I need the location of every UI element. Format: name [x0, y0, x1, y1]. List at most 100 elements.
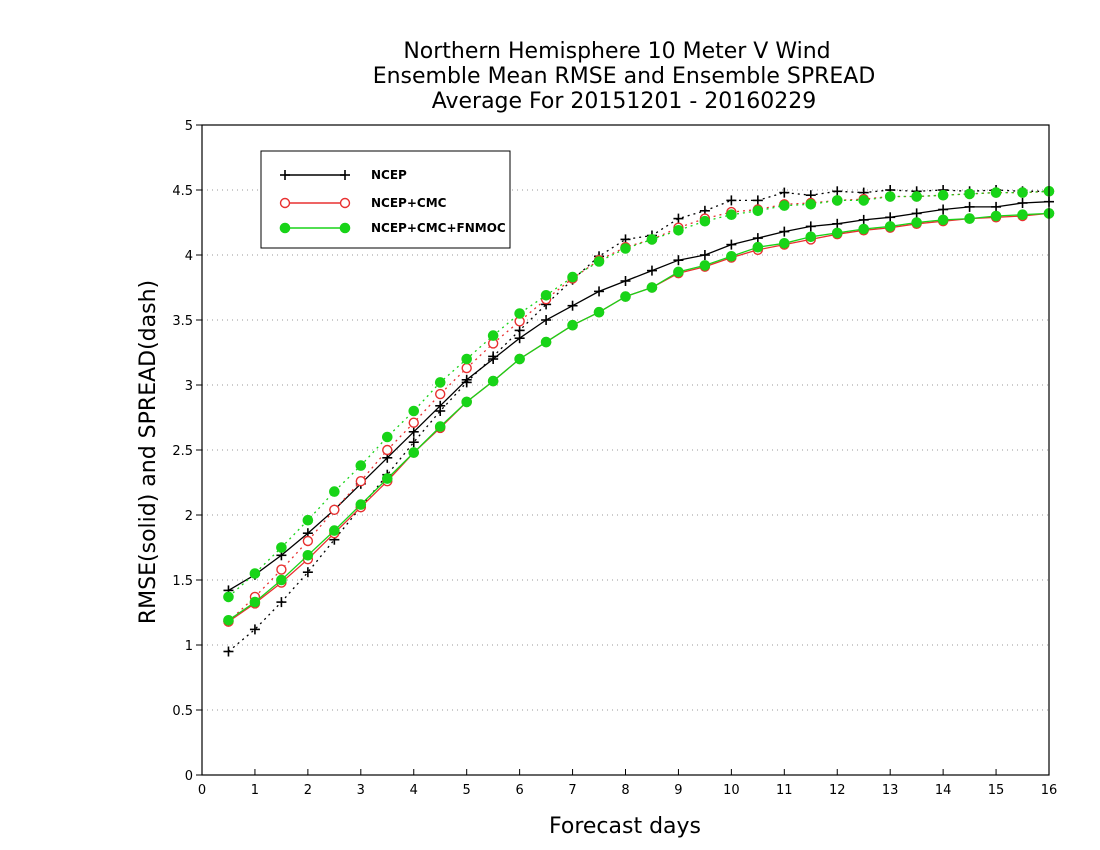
- series-ncep-cmc-fnmoc-rmse-point: [990, 210, 1002, 222]
- series-ncep-cmc-fnmoc-rmse-point: [540, 336, 552, 348]
- y-tick-label: 3.5: [172, 314, 193, 329]
- y-tick-label: 0: [185, 769, 193, 784]
- series-ncep-spread-point: [249, 624, 260, 635]
- series-ncep-rmse-point: [938, 204, 949, 215]
- series-ncep-rmse-point: [1017, 198, 1028, 208]
- series-ncep-cmc-fnmoc-spread-point: [752, 205, 764, 217]
- y-tick-label: 2.5: [172, 444, 193, 459]
- series-ncep-rmse-point: [514, 333, 525, 344]
- series-ncep-cmc-fnmoc-rmse-point: [408, 447, 420, 458]
- x-tick-label: 14: [935, 783, 952, 798]
- series-ncep-cmc-fnmoc-spread-point: [779, 200, 790, 211]
- series-ncep-spread-point: [779, 187, 790, 198]
- series-ncep-rmse-point: [541, 315, 552, 325]
- title-line-2: Ensemble Mean RMSE and Ensemble SPREAD: [373, 64, 876, 89]
- series-ncep-rmse-point: [594, 286, 605, 297]
- series-ncep-rmse-line: [228, 201, 1050, 591]
- series-ncep-cmc-fnmoc-spread-point: [593, 256, 605, 267]
- y-tick-label: 5: [185, 119, 193, 134]
- y-tick-label: 4: [185, 249, 193, 264]
- title-line-1: Northern Hemisphere 10 Meter V Wind: [403, 39, 830, 64]
- x-tick-label: 8: [621, 783, 629, 798]
- x-tick-label: 13: [882, 783, 899, 798]
- legend-marker: [339, 197, 351, 209]
- series-ncep-rmse-point: [805, 221, 816, 232]
- x-tick-label: 3: [357, 783, 365, 798]
- y-tick-label: 1: [185, 639, 193, 654]
- series-ncep-cmc-fnmoc-spread-point: [964, 188, 975, 200]
- x-tick-label: 5: [463, 783, 471, 798]
- legend-marker: [279, 222, 291, 234]
- x-tick-label: 2: [304, 783, 312, 798]
- series-ncep-cmc-fnmoc-rmse-point: [726, 250, 737, 262]
- series-ncep-cmc-fnmoc-rmse-point: [752, 241, 764, 253]
- series-ncep-cmc-fnmoc-spread-point: [329, 486, 340, 497]
- legend-box: [260, 150, 511, 249]
- series-ncep-cmc-spread-point: [329, 504, 340, 515]
- x-tick-label: 16: [1041, 783, 1058, 798]
- x-tick-label: 0: [198, 783, 206, 798]
- x-tick-label: 6: [515, 783, 523, 798]
- series-ncep-cmc-fnmoc-rmse-point: [858, 223, 870, 235]
- series-ncep-rmse-point: [646, 265, 657, 276]
- series-ncep-cmc-fnmoc-spread-point: [276, 542, 287, 553]
- series-ncep-cmc-fnmoc-spread-point: [487, 330, 499, 341]
- series-ncep-spread-point: [673, 213, 684, 224]
- series-ncep-cmc-fnmoc-rmse-point: [381, 473, 393, 484]
- series-ncep-cmc-fnmoc-rmse-point: [461, 396, 472, 408]
- series-ncep-rmse-point: [779, 226, 790, 237]
- series-ncep-cmc-fnmoc-spread-point: [540, 290, 552, 301]
- series-ncep-cmc-fnmoc-spread-point: [461, 353, 472, 365]
- series-ncep-rmse-point: [964, 201, 975, 212]
- series-ncep-rmse-point: [991, 201, 1002, 212]
- legend-label: NCEP+CMC+FNMOC: [371, 221, 506, 235]
- series-ncep-cmc-fnmoc-rmse-point: [276, 574, 287, 586]
- series-ncep-cmc-fnmoc-rmse-point: [434, 421, 446, 432]
- series-ncep-rmse-point: [567, 300, 578, 311]
- x-tick-label: 11: [776, 783, 793, 798]
- series-ncep-cmc-fnmoc-spread-point: [937, 189, 949, 201]
- series-ncep-cmc-fnmoc-rmse-point: [831, 227, 843, 239]
- series-ncep-cmc-fnmoc-rmse-point: [223, 615, 234, 626]
- series-ncep-cmc-fnmoc-spread-point: [858, 195, 870, 206]
- series-ncep-spread-point: [726, 195, 737, 206]
- x-tick-label: 7: [568, 783, 576, 798]
- y-tick-label: 1.5: [172, 574, 193, 589]
- series-ncep-cmc-fnmoc-rmse-point: [514, 353, 525, 365]
- series-ncep-cmc-fnmoc-rmse-point: [673, 266, 684, 278]
- series-layer: [223, 185, 1055, 657]
- series-ncep-cmc-fnmoc-rmse-point: [567, 319, 578, 331]
- series-ncep-spread-point: [276, 597, 287, 608]
- series-ncep-cmc-fnmoc-rmse-point: [699, 260, 711, 271]
- x-tick-label: 15: [988, 783, 1005, 798]
- series-ncep-cmc-fnmoc-spread-point: [302, 514, 314, 526]
- series-ncep-cmc-fnmoc-rmse-point: [911, 217, 922, 228]
- series-ncep-cmc-fnmoc-rmse-point: [249, 596, 261, 608]
- series-ncep-cmc-spread-line: [228, 190, 1050, 623]
- series-ncep-cmc-fnmoc-spread-point: [673, 225, 684, 236]
- series-ncep-cmc-fnmoc-rmse-line: [228, 212, 1050, 621]
- series-ncep-cmc-rmse-line: [228, 212, 1050, 623]
- x-tick-label: 12: [829, 783, 846, 798]
- legend: NCEP NCEP+CMC NCEP+CMC+FNMOC: [260, 150, 511, 249]
- series-ncep-cmc-fnmoc-rmse-point: [593, 306, 605, 318]
- series-ncep-cmc-fnmoc-spread-point: [408, 405, 420, 417]
- legend-label: NCEP+CMC: [371, 196, 447, 210]
- series-ncep-cmc-fnmoc-rmse-point: [329, 525, 340, 536]
- grid-lines: [202, 189, 1049, 711]
- series-ncep-rmse-point: [461, 374, 472, 385]
- legend-marker: [279, 197, 291, 209]
- series-ncep-rmse-point: [699, 250, 710, 260]
- series-ncep-cmc-fnmoc-spread-point: [567, 271, 578, 283]
- x-tick-label: 9: [674, 783, 682, 798]
- legend-items: NCEP NCEP+CMC NCEP+CMC+FNMOC: [279, 168, 506, 235]
- series-ncep-rmse-point: [408, 426, 419, 437]
- series-ncep-rmse-point: [726, 239, 737, 250]
- series-ncep-cmc-fnmoc-rmse-point: [884, 221, 896, 232]
- series-ncep-cmc-fnmoc-rmse-point: [620, 291, 631, 302]
- series-ncep-rmse-point: [620, 276, 631, 286]
- chart-title: Northern Hemisphere 10 Meter V Wind Ense…: [373, 39, 876, 114]
- legend-label: NCEP: [371, 168, 407, 182]
- series-ncep-cmc-fnmoc-spread-point: [805, 199, 817, 210]
- series-ncep-cmc-spread-point: [408, 417, 419, 428]
